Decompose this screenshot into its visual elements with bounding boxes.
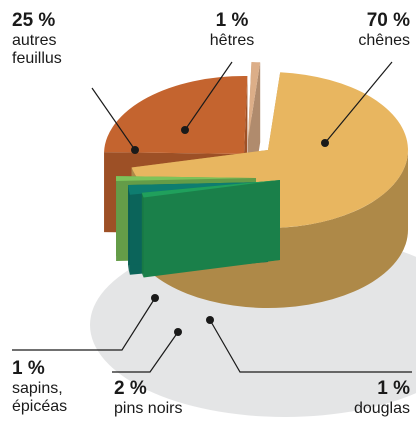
leader-dot: [181, 126, 189, 134]
leader-dot: [206, 316, 214, 324]
slice-label: 1 % douglas: [290, 378, 410, 418]
category-label: autres feuillus: [12, 32, 62, 67]
leader-dot: [131, 146, 139, 154]
leader-line: [112, 331, 179, 373]
value-label: 2 %: [114, 378, 147, 399]
category-label: douglas: [353, 400, 410, 417]
category-label: pins noirs: [114, 400, 183, 417]
leader-dot: [321, 139, 329, 147]
category-label: hêtres: [209, 32, 255, 49]
slice: [104, 75, 248, 154]
leader-dot: [174, 328, 182, 336]
category-label: chênes: [358, 32, 410, 49]
leader-dots: [131, 126, 329, 336]
slice-wall: [141, 180, 280, 273]
leader-line: [324, 61, 393, 144]
leader-line: [91, 87, 136, 151]
value-label: 1 %: [12, 358, 45, 379]
slice-label: 25 % autres feuillus: [12, 10, 102, 68]
value-label: 25 %: [12, 10, 56, 31]
leader-dot: [151, 294, 159, 302]
category-label: sapins, épicéas: [12, 380, 68, 415]
slice: [141, 180, 280, 198]
value-label: 70 %: [366, 10, 410, 31]
slice: [116, 176, 257, 181]
slice-label: 70 % chênes: [290, 10, 410, 50]
slice-side: [128, 184, 130, 275]
slice-label: 1 % hêtres: [172, 10, 292, 50]
slice-label: 1 % sapins, épicéas: [12, 358, 102, 416]
value-label: 1 %: [215, 10, 249, 31]
leaders: [12, 61, 412, 373]
leader-line: [209, 319, 412, 373]
slice: [248, 62, 261, 140]
slice-label: 2 % pins noirs: [114, 378, 234, 418]
value-label: 1 %: [377, 378, 410, 399]
leader-line: [184, 61, 233, 131]
slice-side: [141, 192, 144, 278]
pie: [104, 62, 408, 308]
leader-line: [12, 297, 156, 351]
